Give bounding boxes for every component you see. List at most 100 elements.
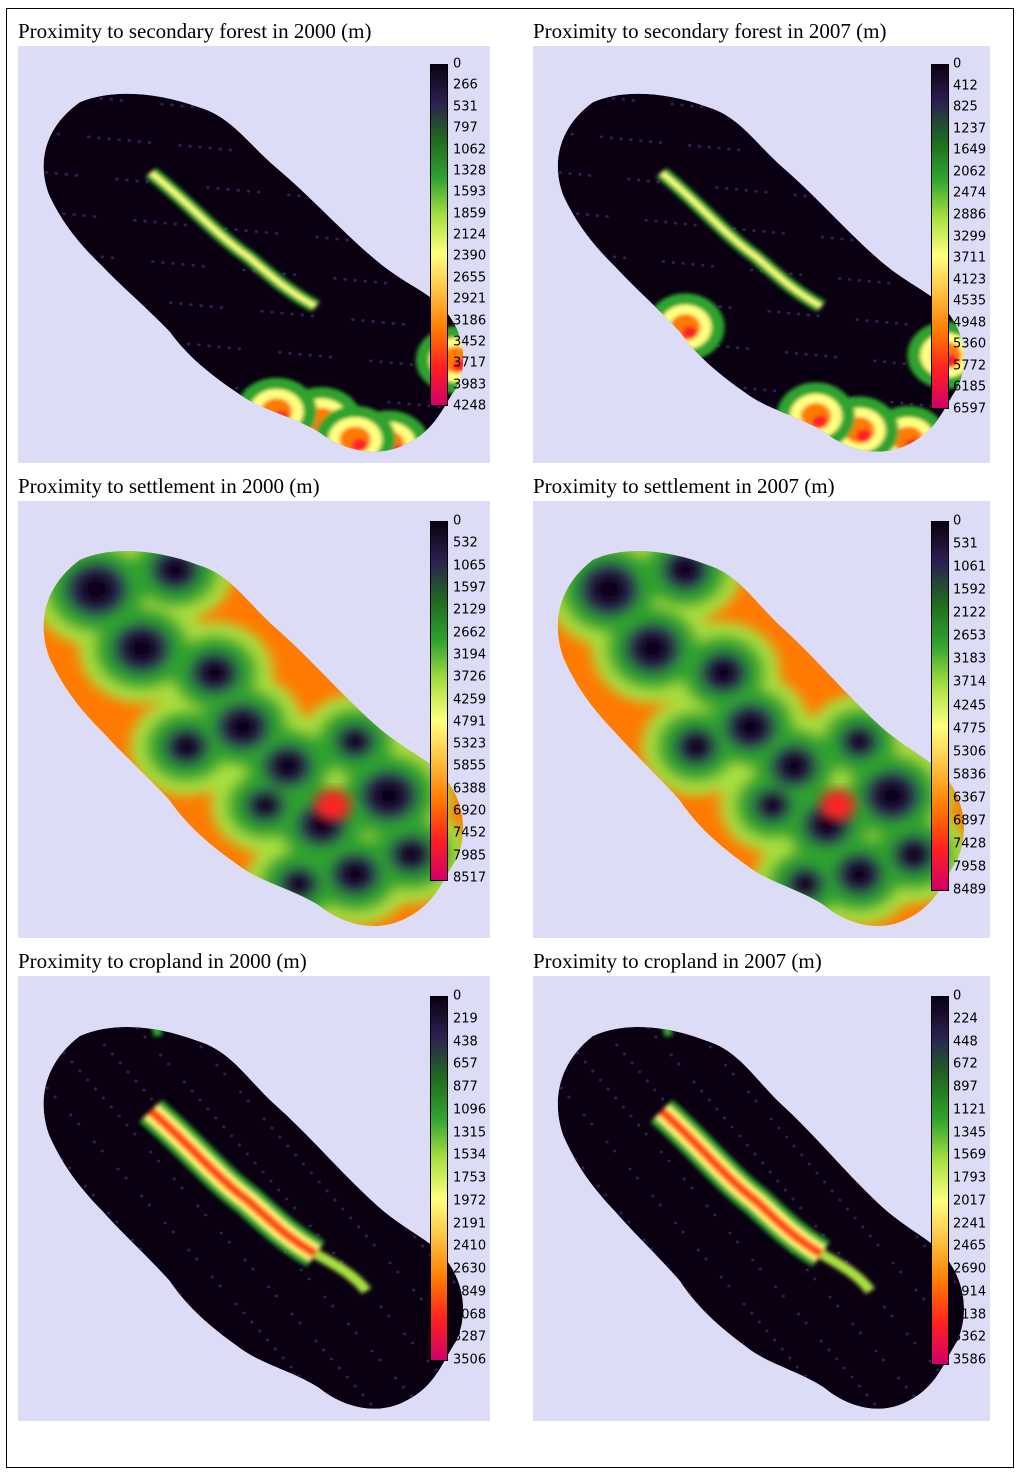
legend-tick-label: 1597 [453, 580, 487, 596]
panel-title: Proximity to cropland in 2007 (m) [533, 949, 822, 973]
legend-tick-label: 2690 [953, 1261, 987, 1277]
legend-tick-label: 1569 [953, 1147, 987, 1163]
legend-tick-label: 219 [453, 1011, 478, 1027]
legend-tick-label: 3506 [453, 1352, 487, 1368]
legend-tick-label: 0 [453, 988, 462, 1004]
legend-tick-label: 7428 [953, 836, 987, 852]
legend-tick-label: 4245 [953, 698, 987, 713]
map-area [18, 976, 490, 1421]
legend-tick-label: 4775 [953, 721, 987, 737]
legend-tick-label: 5306 [953, 744, 987, 760]
legend-tick-label: 2465 [953, 1238, 987, 1254]
legend-tick-label: 3186 [453, 313, 487, 328]
legend-tick-label: 657 [453, 1056, 478, 1072]
legend-tick-label: 5772 [953, 358, 987, 374]
legend-tick-label: 4259 [453, 692, 487, 707]
legend-tick-label: 7958 [953, 859, 987, 875]
legend-tick-label: 531 [953, 536, 978, 552]
legend-tick-label: 3299 [953, 229, 987, 244]
legend-tick-label: 224 [953, 1011, 978, 1027]
legend-tick-label: 3586 [953, 1352, 987, 1368]
figure-frame [6, 8, 1014, 1468]
legend-tick-label: 1065 [453, 558, 487, 574]
legend-tick-label: 0 [953, 56, 962, 72]
map-area [533, 976, 990, 1421]
legend-tick-label: 3287 [453, 1329, 487, 1345]
legend-tick-label: 1793 [953, 1170, 987, 1186]
map-panel-3: Proximity to settlement in 2000 (m) 0 532 1… [18, 474, 490, 938]
study-area-map [557, 93, 965, 452]
study-area-map [43, 1026, 464, 1409]
legend-tick-label: 5323 [453, 736, 487, 752]
legend-tick-label: 2474 [953, 185, 987, 201]
legend-tick-label: 2122 [953, 605, 987, 621]
legend-tick-label: 3138 [953, 1307, 987, 1322]
study-area-map [43, 551, 464, 926]
legend-color-bar [931, 521, 949, 891]
legend-tick-label: 2124 [453, 227, 487, 243]
legend-color-bar [430, 64, 448, 406]
legend-tick-label: 6388 [453, 781, 487, 797]
legend-tick-label: 6185 [953, 379, 987, 395]
legend-tick-label: 897 [953, 1079, 978, 1095]
legend-tick-label: 1237 [953, 121, 987, 137]
legend-tick-label: 3717 [453, 355, 487, 371]
panel-title: Proximity to secondary forest in 2000 (m… [18, 19, 372, 43]
legend-color-bar [430, 996, 448, 1361]
legend-tick-label: 531 [453, 99, 478, 115]
legend-tick-label: 3194 [453, 647, 487, 663]
legend-tick-label: 1096 [453, 1102, 487, 1118]
study-area-map [43, 93, 464, 452]
legend-tick-label: 1859 [453, 206, 487, 222]
legend-tick-label: 7985 [453, 848, 487, 864]
map-panel-1: Proximity to secondary forest in 2000 (m… [18, 19, 490, 463]
legend-tick-label: 8517 [453, 870, 487, 886]
legend-tick-label: 6897 [953, 813, 987, 829]
panel-title: Proximity to secondary forest in 2007 (m… [533, 19, 887, 43]
panel-title: Proximity to settlement in 2007 (m) [533, 474, 835, 498]
map-panel-4: Proximity to settlement in 2007 (m) 0 531 1… [533, 474, 990, 938]
legend-tick-label: 797 [453, 120, 478, 136]
legend-tick-label: 3983 [453, 377, 487, 393]
legend-tick-label: 3714 [953, 674, 987, 690]
legend-tick-label: 3068 [453, 1307, 487, 1322]
legend-color-bar [931, 64, 949, 409]
legend-tick-label: 1345 [953, 1125, 987, 1140]
legend-tick-label: 672 [953, 1056, 978, 1072]
legend-tick-label: 3711 [953, 250, 987, 266]
legend-tick-label: 1121 [953, 1102, 987, 1118]
study-area-map [557, 1026, 965, 1409]
legend-tick-label: 7452 [453, 825, 487, 841]
map-area [533, 501, 990, 938]
legend-tick-label: 4123 [953, 272, 987, 288]
legend-tick-label: 1593 [453, 184, 487, 200]
legend-color-bar [430, 521, 448, 881]
legend-tick-label: 4791 [453, 714, 487, 730]
legend-tick-label: 4535 [953, 293, 987, 309]
legend-tick-label: 6920 [453, 803, 487, 819]
map-area [533, 46, 990, 463]
map-panel-6: Proximity to cropland in 2007 (m) 0 224 448… [533, 949, 990, 1421]
legend-tick-label: 1061 [953, 559, 987, 575]
legend-tick-label: 2653 [953, 628, 987, 644]
legend-tick-label: 0 [953, 513, 962, 529]
legend-tick-label: 2390 [453, 248, 487, 264]
legend-tick-label: 8489 [953, 882, 987, 898]
legend-tick-label: 2129 [453, 602, 487, 618]
study-area-map [557, 551, 965, 926]
legend-tick-label: 2241 [953, 1216, 987, 1231]
legend-tick-label: 2655 [453, 270, 487, 286]
legend-tick-label: 2630 [453, 1261, 487, 1277]
legend-tick-label: 5360 [953, 336, 987, 352]
legend-tick-label: 0 [453, 513, 462, 529]
legend-tick-label: 2191 [453, 1216, 487, 1231]
legend-tick-label: 1534 [453, 1147, 487, 1163]
legend-tick-label: 1315 [453, 1125, 487, 1140]
legend-tick-label: 438 [453, 1034, 478, 1049]
legend-tick-label: 0 [453, 56, 462, 72]
legend-tick-label: 877 [453, 1079, 478, 1095]
map-area [18, 46, 490, 463]
legend-tick-label: 3726 [453, 669, 487, 685]
legend-tick-label: 412 [953, 78, 978, 94]
legend-tick-label: 1649 [953, 142, 987, 158]
